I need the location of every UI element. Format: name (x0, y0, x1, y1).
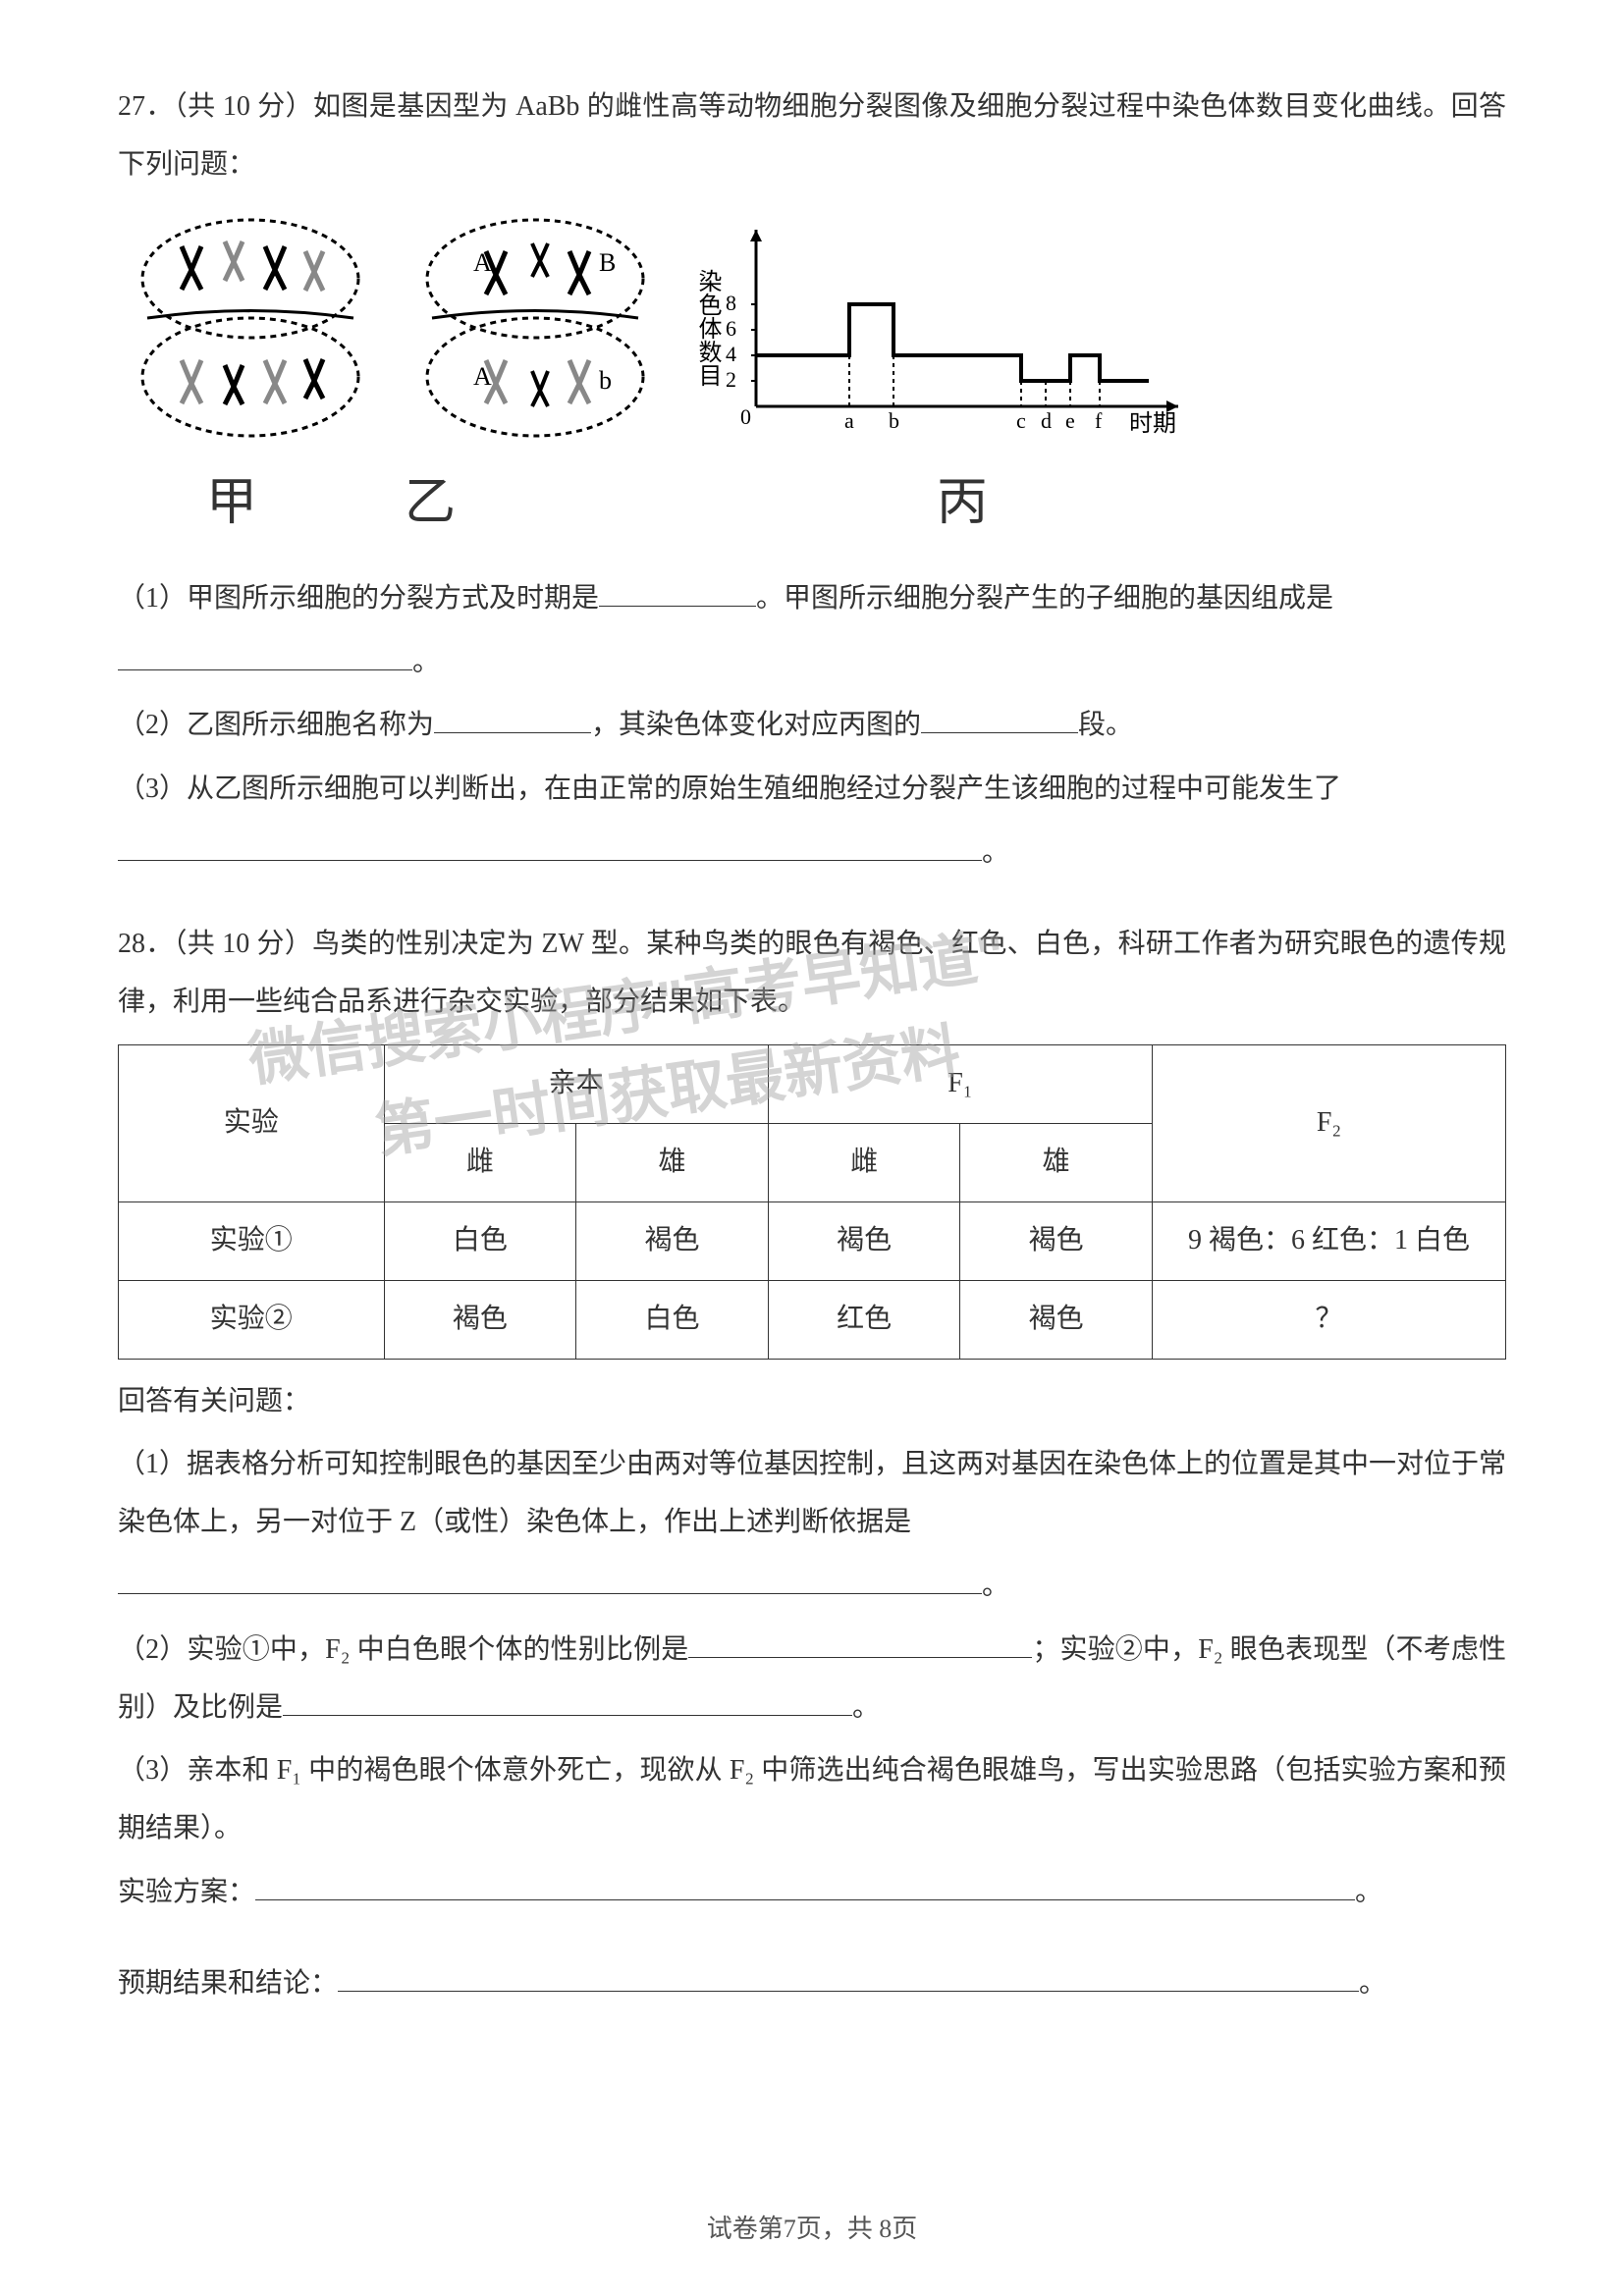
q27-p3: （3）从乙图所示细胞可以判断出，在由正常的原始生殖细胞经过分裂产生该细胞的过程中… (118, 761, 1506, 819)
blank (599, 579, 756, 607)
table-row: 实验① 白色 褐色 褐色 褐色 9 褐色：6 红色：1 白色 (119, 1201, 1506, 1280)
cell-yi-diagram: A B A b (403, 210, 668, 446)
q28-header: 28．（共 10 分）鸟类的性别决定为 ZW 型。某种鸟类的眼色有褐色、红色、白… (118, 916, 1506, 1032)
svg-text:c: c (1016, 408, 1026, 433)
q27-p3b: 。 (118, 825, 1506, 882)
svg-text:8: 8 (726, 291, 736, 315)
blank (338, 1964, 1359, 1992)
blank (118, 833, 982, 861)
svg-text:d: d (1041, 408, 1052, 433)
blank (688, 1630, 1032, 1658)
svg-text:B: B (599, 248, 616, 277)
table-row: 实验② 褐色 白色 红色 褐色 ？ (119, 1280, 1506, 1359)
q28-plan: 实验方案：。 (118, 1864, 1506, 1922)
svg-text:A: A (473, 248, 492, 277)
th-parent: 亲本 (384, 1045, 768, 1124)
th-female: 雌 (384, 1124, 576, 1202)
q28-p2: （2）实验①中，F₂ 中白色眼个体的性别比例是；实验②中，F₂ 眼色表现型（不考… (118, 1622, 1506, 1737)
svg-text:4: 4 (726, 342, 736, 366)
q27-p1b: 。 (118, 634, 1506, 692)
th-male: 雄 (960, 1124, 1153, 1202)
cell-jia-diagram (118, 210, 383, 446)
genetics-table: 实验 亲本 F₁ F₂ 雌 雄 雌 雄 实验① 白色 褐色 褐色 褐色 9 褐色… (118, 1044, 1506, 1359)
q28-p1: （1）据表格分析可知控制眼色的基因至少由两对等位基因控制，且这两对基因在染色体上… (118, 1436, 1506, 1552)
q28-answer-header: 回答有关问题： (118, 1373, 1506, 1431)
blank (283, 1688, 852, 1716)
svg-text:a: a (844, 408, 854, 433)
svg-text:6: 6 (726, 316, 736, 341)
q27-p1: （1）甲图所示细胞的分裂方式及时期是。甲图所示细胞分裂产生的子细胞的基因组成是 (118, 570, 1506, 628)
diagram-labels: 甲 乙 丙 (206, 450, 1506, 557)
q28-p3: （3）亲本和 F₁ 中的褐色眼个体意外死亡，现欲从 F₂ 中筛选出纯合褐色眼雄鸟… (118, 1742, 1506, 1858)
th-female: 雌 (768, 1124, 960, 1202)
svg-text:2: 2 (726, 367, 736, 392)
chart-bing: 染色体数目 2 4 6 8 0 a b c d e f 时期 (687, 210, 1198, 446)
blank (434, 706, 591, 733)
page-footer: 试卷第7页，共 8页 (0, 2203, 1624, 2257)
th-exp: 实验 (119, 1045, 385, 1202)
svg-text:时期: 时期 (1129, 410, 1176, 437)
page-content: 27．（共 10 分）如图是基因型为 AaBb 的雌性高等动物细胞分裂图像及细胞… (118, 79, 1506, 2013)
blank (255, 1873, 1355, 1900)
blank (921, 706, 1078, 733)
svg-text:b: b (889, 408, 899, 433)
label-yi: 乙 (405, 450, 456, 557)
svg-text:b: b (599, 366, 612, 395)
label-bing: 丙 (937, 450, 988, 557)
blank (118, 1567, 982, 1594)
svg-text:e: e (1065, 408, 1075, 433)
q27-header: 27．（共 10 分）如图是基因型为 AaBb 的雌性高等动物细胞分裂图像及细胞… (118, 79, 1506, 194)
svg-text:染色体数目: 染色体数目 (694, 269, 722, 387)
blank (118, 643, 412, 670)
svg-text:0: 0 (740, 404, 751, 429)
th-f1: F₁ (768, 1045, 1152, 1124)
th-male: 雄 (576, 1124, 769, 1202)
svg-text:A: A (473, 362, 492, 391)
svg-text:f: f (1095, 408, 1103, 433)
q27-diagrams: A B A b 染色体数目 2 4 6 8 0 a (118, 210, 1506, 446)
q27-p2: （2）乙图所示细胞名称为，其染色体变化对应丙图的段。 (118, 697, 1506, 755)
q28-result: 预期结果和结论：。 (118, 1955, 1506, 2013)
th-f2: F₂ (1153, 1045, 1506, 1202)
label-jia: 甲 (206, 450, 257, 557)
q28-p1-blank: 。 (118, 1558, 1506, 1616)
